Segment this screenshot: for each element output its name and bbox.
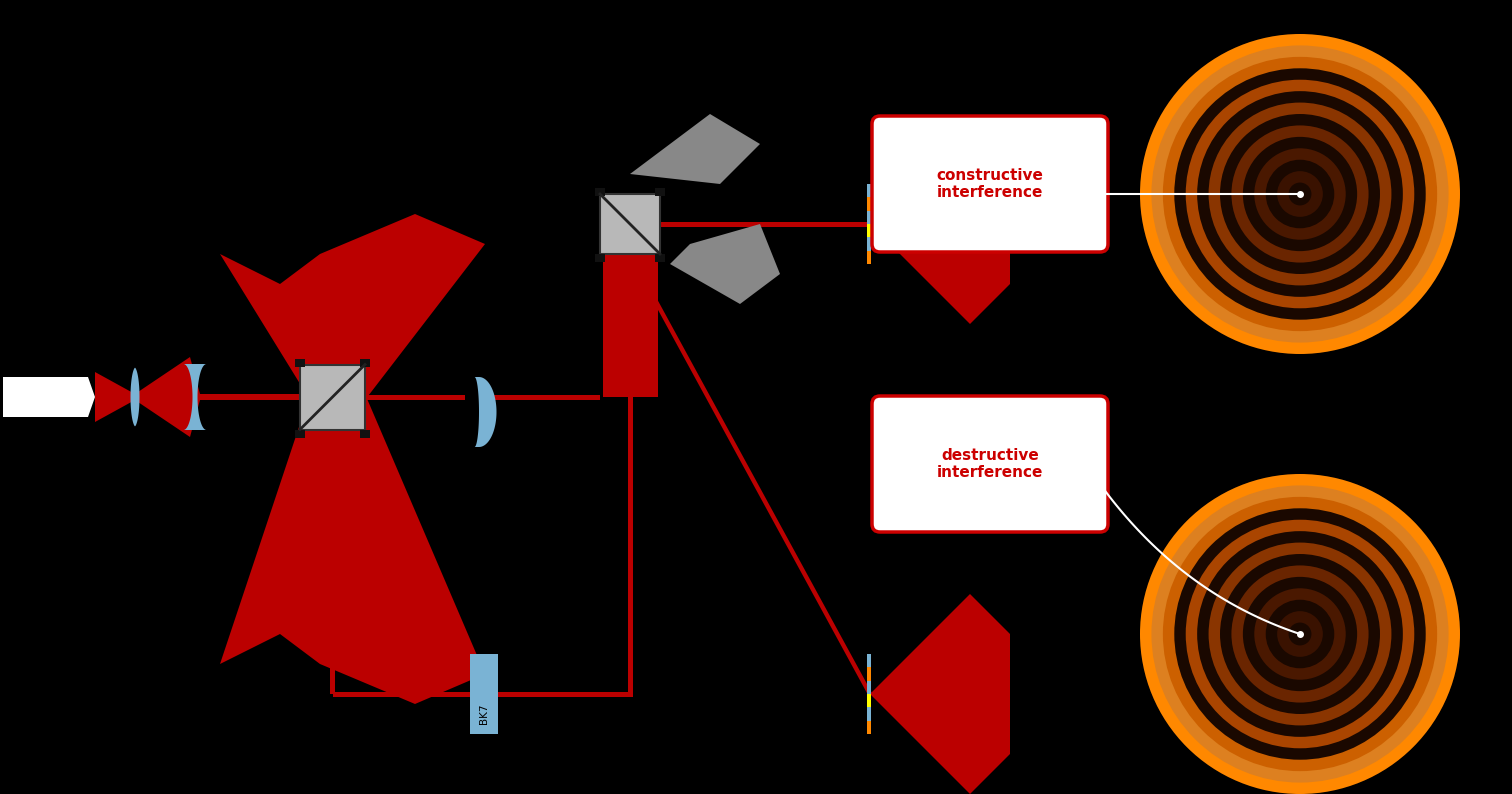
Bar — [866, 667, 871, 680]
Bar — [866, 184, 871, 198]
Circle shape — [1152, 485, 1448, 783]
Circle shape — [1198, 91, 1403, 297]
Bar — [866, 654, 871, 667]
Polygon shape — [88, 377, 95, 417]
Circle shape — [1231, 565, 1368, 703]
FancyBboxPatch shape — [872, 396, 1108, 532]
Text: beam
splitter: beam splitter — [546, 198, 585, 220]
Circle shape — [1152, 45, 1448, 342]
Circle shape — [1288, 622, 1311, 646]
FancyBboxPatch shape — [3, 377, 88, 417]
Circle shape — [1208, 102, 1391, 285]
Bar — [600, 194, 661, 254]
Polygon shape — [130, 367, 139, 427]
Polygon shape — [627, 254, 872, 694]
Polygon shape — [661, 222, 869, 226]
Polygon shape — [475, 377, 496, 447]
Polygon shape — [95, 372, 135, 422]
Circle shape — [1288, 183, 1311, 206]
Polygon shape — [191, 357, 200, 437]
Text: destructive
interference: destructive interference — [937, 448, 1043, 480]
Bar — [866, 707, 871, 721]
Bar — [655, 188, 665, 196]
FancyBboxPatch shape — [872, 116, 1108, 252]
Bar — [470, 654, 497, 734]
Circle shape — [1231, 125, 1368, 263]
Bar — [866, 198, 871, 210]
Circle shape — [1278, 611, 1323, 657]
Circle shape — [1220, 114, 1380, 274]
Circle shape — [1208, 542, 1391, 726]
Polygon shape — [330, 364, 336, 694]
Text: BK7: BK7 — [479, 703, 488, 724]
Bar — [295, 430, 305, 437]
Circle shape — [1243, 137, 1358, 251]
Polygon shape — [497, 692, 632, 696]
Circle shape — [1220, 554, 1380, 714]
Bar — [866, 210, 871, 224]
Polygon shape — [869, 594, 1010, 794]
Circle shape — [1175, 508, 1426, 760]
Polygon shape — [602, 224, 658, 397]
Bar — [866, 237, 871, 251]
Circle shape — [1255, 148, 1346, 240]
Bar — [360, 430, 370, 437]
Circle shape — [1266, 599, 1334, 669]
Polygon shape — [183, 364, 207, 430]
Bar — [295, 359, 305, 367]
Circle shape — [1185, 79, 1414, 308]
Bar — [360, 359, 370, 367]
Circle shape — [1163, 497, 1436, 771]
Circle shape — [1278, 172, 1323, 217]
Circle shape — [1266, 160, 1334, 229]
Bar — [866, 721, 871, 734]
Polygon shape — [200, 394, 299, 400]
Polygon shape — [493, 395, 600, 399]
Polygon shape — [221, 394, 485, 704]
Circle shape — [1140, 34, 1461, 354]
Bar — [866, 224, 871, 237]
Circle shape — [1175, 68, 1426, 320]
Circle shape — [1140, 474, 1461, 794]
Polygon shape — [364, 395, 466, 399]
Circle shape — [1163, 57, 1436, 331]
Circle shape — [1140, 474, 1461, 794]
Polygon shape — [333, 692, 470, 696]
Circle shape — [1198, 531, 1403, 737]
Bar — [866, 251, 871, 264]
Circle shape — [1255, 588, 1346, 680]
Bar — [655, 254, 665, 262]
Circle shape — [1243, 577, 1358, 691]
Polygon shape — [135, 357, 191, 437]
Polygon shape — [869, 124, 1010, 324]
Circle shape — [1185, 520, 1414, 748]
Polygon shape — [221, 214, 485, 400]
Circle shape — [1140, 34, 1461, 354]
Bar — [299, 364, 364, 430]
Polygon shape — [627, 224, 632, 694]
Bar — [596, 254, 605, 262]
Bar — [866, 680, 871, 694]
Polygon shape — [631, 114, 761, 184]
Polygon shape — [670, 224, 780, 304]
Text: constructive
interference: constructive interference — [936, 168, 1043, 200]
Text: BK7: BK7 — [469, 407, 479, 427]
Bar — [866, 694, 871, 707]
Bar — [596, 188, 605, 196]
